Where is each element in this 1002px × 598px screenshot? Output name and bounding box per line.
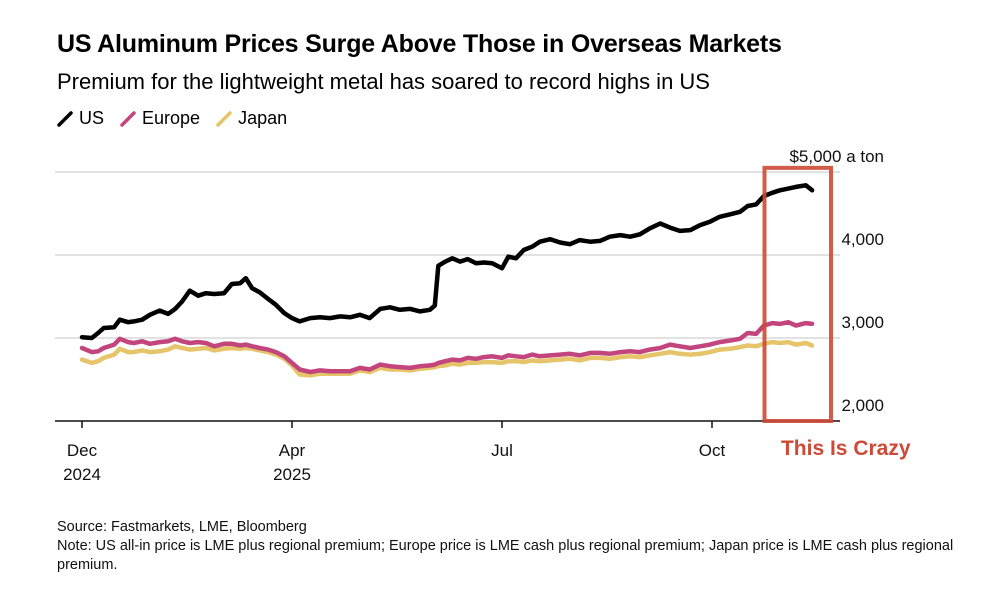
y-tick-label-3000: 3,000 [841,313,884,332]
annotation: This Is Crazy [762,165,911,460]
source-note: Source: Fastmarkets, LME, Bloomberg [57,519,307,535]
gridlines [55,171,840,339]
methodology-note: Note: US all-in price is LME plus region… [57,538,954,573]
y-tick-label-4000: 4,000 [841,230,884,249]
series-line-japan [79,339,815,378]
x-tick-sublabel-apr: 2025 [273,465,311,484]
x-tick-sublabel-dec: 2024 [63,465,101,484]
y-tick-label-2000: 2,000 [841,396,884,415]
legend-item-us: US [57,108,104,129]
legend-swatch-us [57,110,73,127]
y-tick-label-5000: $5,000 a ton [789,147,884,166]
series-lines [79,183,815,378]
legend-label-japan: Japan [238,108,288,128]
footer: Source: Fastmarkets, LME, Bloomberg Note… [57,518,957,575]
chart-subtitle: Premium for the lightweight metal has so… [57,69,710,94]
annotation-label: This Is Crazy [781,437,911,460]
x-tick-label-apr: Apr [279,441,306,460]
x-tick-label-jul: Jul [491,441,513,460]
legend-swatch-japan [216,110,232,127]
legend-label-europe: Europe [142,108,201,128]
series-line-us [79,183,815,341]
legend: US Europe Japan [57,108,303,129]
x-tick-label-oct: Oct [699,441,726,460]
x-tick-label-dec: Dec [67,441,98,460]
x-axis: Dec 2024 Apr 2025 Jul Oct [55,420,840,484]
y-axis-ticks: $5,000 a ton 4,000 3,000 2,000 [789,147,884,415]
chart-title: US Aluminum Prices Surge Above Those in … [57,30,782,58]
series-line-europe [79,319,815,375]
annotation-box [762,165,833,423]
legend-item-europe: Europe [120,108,200,129]
legend-item-japan: Japan [216,108,287,129]
legend-label-us: US [79,108,105,128]
legend-swatch-europe [120,110,136,127]
